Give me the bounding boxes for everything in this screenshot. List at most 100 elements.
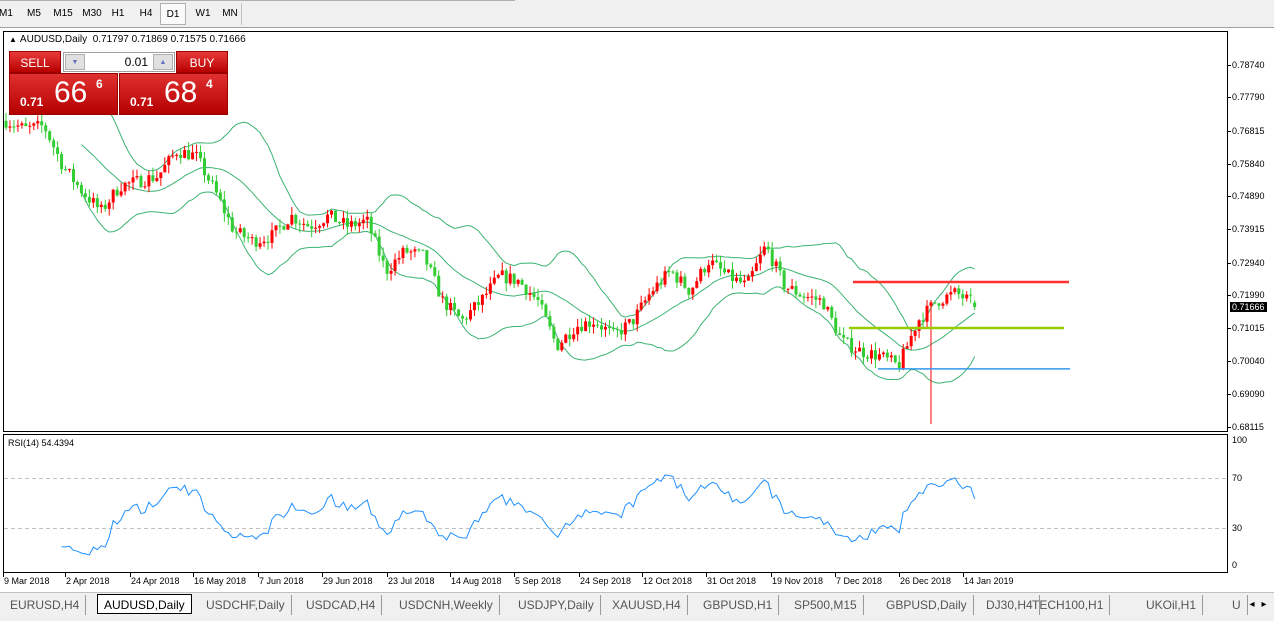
- scroll-right-icon[interactable]: ▸: [1261, 599, 1267, 610]
- candle: [409, 249, 413, 261]
- candle: [314, 219, 318, 234]
- candle: [75, 180, 79, 189]
- candle: [461, 314, 465, 324]
- candle: [818, 294, 822, 306]
- candle: [52, 137, 56, 156]
- date-label: 12 Oct 2018: [643, 576, 693, 586]
- date-tick: [899, 573, 900, 577]
- price-label: 0.68115: [1232, 422, 1264, 432]
- price-tick: [1228, 294, 1231, 296]
- candle: [560, 339, 564, 352]
- date-tick: [450, 573, 451, 577]
- price-tick: [1228, 393, 1231, 395]
- timeframe-mn[interactable]: MN: [222, 8, 238, 19]
- buy-button[interactable]: BUY: [176, 51, 228, 73]
- timeframe-m30[interactable]: M30: [82, 8, 102, 19]
- tab-usdcnh-weekly[interactable]: USDCNH,Weekly: [393, 595, 500, 615]
- sell-button[interactable]: SELL: [9, 51, 61, 73]
- candle: [838, 326, 842, 336]
- candle: [64, 165, 68, 172]
- price-label: 0.71015: [1232, 323, 1265, 334]
- candle: [119, 182, 123, 198]
- timeframe-m1[interactable]: M1: [0, 8, 13, 19]
- candle: [850, 329, 854, 357]
- date-tick: [706, 573, 707, 577]
- buy-price-button[interactable]: 0.71 68 4: [119, 73, 228, 115]
- candle: [615, 326, 619, 338]
- candle: [643, 296, 647, 306]
- scroll-left-icon[interactable]: ◂: [1249, 599, 1255, 610]
- increase-lot-button[interactable]: ▲: [153, 54, 173, 70]
- date-label: 26 Dec 2018: [900, 576, 952, 586]
- candle: [95, 193, 99, 213]
- price-chart[interactable]: ▲ AUDUSD,Daily 0.71797 0.71869 0.71575 0.…: [3, 31, 1228, 432]
- timeframe-h4[interactable]: H4: [139, 8, 153, 19]
- candle: [802, 292, 806, 304]
- tab-audusd-daily[interactable]: AUDUSD,Daily: [97, 594, 192, 614]
- candle: [727, 269, 731, 274]
- date-label: 7 Dec 2018: [836, 576, 883, 586]
- timeframe-m15[interactable]: M15: [53, 8, 73, 19]
- candle: [36, 115, 40, 129]
- tab-usdcad-h4[interactable]: USDCAD,H4: [300, 595, 383, 615]
- date-label: 23 Jul 2018: [388, 576, 435, 586]
- candle: [433, 261, 437, 278]
- candle: [445, 293, 449, 317]
- candle: [417, 248, 421, 253]
- decrease-lot-button[interactable]: ▼: [65, 54, 85, 70]
- candle: [913, 330, 917, 342]
- chart-tabs: EURUSD,H4 AUDUSD,Daily USDCHF,Daily USDCAD,…: [0, 592, 1274, 621]
- candle: [218, 188, 222, 202]
- divider: [0, 0, 515, 1]
- tab-ukoil-h1[interactable]: UKOil,H1: [1140, 595, 1204, 615]
- date-label: 14 Aug 2018: [451, 576, 502, 586]
- tab-gbpusd-h1[interactable]: GBPUSD,H1: [697, 595, 780, 615]
- tab-usdjpy-daily[interactable]: USDJPY,Daily: [512, 595, 601, 615]
- candle: [635, 304, 639, 332]
- tab-eurusd-h4[interactable]: EURUSD,H4: [4, 595, 87, 615]
- tab-dj30-h4[interactable]: DJ30,H4: [980, 595, 1040, 615]
- tab-gbpusd-daily[interactable]: GBPUSD,Daily: [880, 595, 974, 615]
- timeframe-d1[interactable]: D1: [160, 3, 186, 25]
- candle: [40, 113, 44, 134]
- candle: [68, 168, 72, 173]
- candle: [623, 318, 627, 342]
- date-label: 19 Nov 2018: [772, 576, 824, 586]
- candle: [496, 273, 500, 279]
- rsi-panel[interactable]: RSI(14) 54.4394: [3, 434, 1229, 573]
- sell-price-button[interactable]: 0.71 66 6: [9, 73, 118, 115]
- candle: [282, 224, 286, 231]
- tab-usdchf-daily[interactable]: USDCHF,Daily: [200, 595, 292, 615]
- candle: [242, 226, 246, 243]
- candle: [516, 278, 520, 287]
- candle: [627, 318, 631, 325]
- candle: [397, 250, 401, 265]
- candle: [103, 199, 107, 212]
- candle: [687, 287, 691, 299]
- price-label: 0.74890: [1232, 191, 1265, 202]
- tab-u[interactable]: U: [1226, 595, 1248, 615]
- lot-size-stepper[interactable]: ▼ 0.01 ▲: [63, 52, 175, 72]
- price-label: 0.69090: [1232, 388, 1265, 399]
- tab-scroll-buttons[interactable]: ◂ ▸: [1246, 599, 1270, 611]
- timeframe-h1[interactable]: H1: [111, 8, 125, 19]
- candle: [961, 289, 965, 306]
- candle: [365, 209, 369, 229]
- candle: [421, 249, 425, 252]
- lot-size-input[interactable]: 0.01: [124, 55, 148, 69]
- tab-xauusd-h4[interactable]: XAUUSD,H4: [606, 595, 688, 615]
- candle: [175, 153, 179, 161]
- timeframe-w1[interactable]: W1: [195, 8, 211, 19]
- candle: [163, 157, 167, 173]
- tab-tech100-h1[interactable]: TECH100,H1: [1026, 595, 1111, 615]
- candle: [731, 262, 735, 289]
- candle: [139, 173, 143, 188]
- price-label: 0.71990: [1232, 289, 1265, 300]
- ask-prefix: 0.71: [130, 95, 154, 109]
- tab-sp500-m15[interactable]: SP500,M15: [788, 595, 864, 615]
- candle: [715, 254, 719, 264]
- candle: [159, 172, 163, 186]
- timeframe-m5[interactable]: M5: [27, 8, 41, 19]
- price-tick: [1228, 229, 1231, 231]
- candle: [536, 288, 540, 307]
